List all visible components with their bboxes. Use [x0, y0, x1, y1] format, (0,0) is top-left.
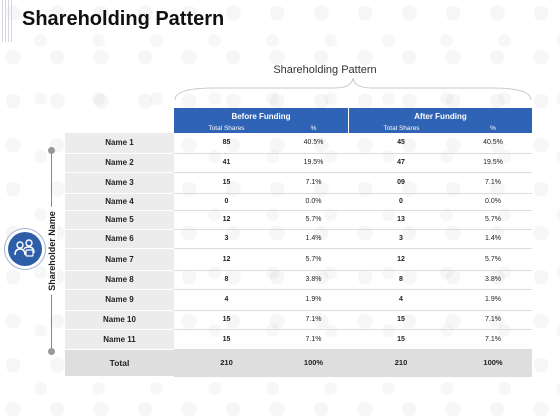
after-percent-cell: 1.9%: [454, 289, 532, 311]
name-cell: Name 6: [65, 229, 174, 249]
after-percent-cell: 7.1%: [454, 329, 532, 350]
before-percent-cell: 1.9%: [279, 289, 348, 311]
before-shares-cell: 4: [174, 289, 279, 311]
after-percent-cell: 1.4%: [454, 229, 532, 249]
after-percent-cell: 7.1%: [454, 172, 532, 194]
after-shares-cell: 4: [348, 289, 454, 311]
side-axis-bottom-dot: [48, 348, 55, 355]
before-shares-cell: 15: [174, 172, 279, 194]
before-shares-cell: 12: [174, 248, 279, 271]
subheader-before-percent: %: [279, 124, 348, 133]
shareholding-table: Name 1 85 40.5% 45 40.5% Name 2 41 19.5% 47 19.5%…: [65, 133, 532, 377]
after-shares-cell: 09: [348, 172, 454, 194]
table-row: Name 3 15 7.1% 09 7.1%: [65, 172, 532, 194]
after-shares-cell: 3: [348, 229, 454, 249]
name-cell: Name 7: [65, 248, 174, 271]
before-shares-cell: 15: [174, 329, 279, 350]
name-cell: Name 11: [65, 329, 174, 350]
brace-connector: [174, 77, 532, 101]
table-row: Name 9 4 1.9% 4 1.9%: [65, 289, 532, 311]
name-cell: Name 2: [65, 153, 174, 173]
after-percent-cell: 100%: [454, 349, 532, 377]
header-before-funding: Before Funding: [174, 108, 348, 124]
after-percent-cell: 0.0%: [454, 193, 532, 211]
after-percent-cell: 5.7%: [454, 248, 532, 271]
after-percent-cell: 7.1%: [454, 310, 532, 330]
name-cell: Name 8: [65, 270, 174, 290]
table-row: Name 5 12 5.7% 13 5.7%: [65, 210, 532, 230]
name-cell: Name 3: [65, 172, 174, 194]
before-shares-cell: 12: [174, 210, 279, 230]
header-divider: [348, 108, 349, 133]
table-row: Name 6 3 1.4% 3 1.4%: [65, 229, 532, 249]
people-icon: [8, 232, 42, 266]
total-row: Total 210 100% 210 100%: [65, 349, 532, 377]
before-percent-cell: 7.1%: [279, 329, 348, 350]
subheader-before-total-shares: Total Shares: [174, 124, 279, 133]
name-cell: Name 5: [65, 210, 174, 230]
table-row: Name 8 8 3.8% 8 3.8%: [65, 270, 532, 290]
table-caption: Shareholding Pattern: [273, 64, 377, 76]
before-shares-cell: 0: [174, 193, 279, 211]
before-shares-cell: 3: [174, 229, 279, 249]
after-shares-cell: 47: [348, 153, 454, 173]
before-shares-cell: 41: [174, 153, 279, 173]
name-cell: Name 4: [65, 193, 174, 211]
before-percent-cell: 0.0%: [279, 193, 348, 211]
table-row: Name 1 85 40.5% 45 40.5%: [65, 133, 532, 154]
after-percent-cell: 19.5%: [454, 153, 532, 173]
after-shares-cell: 15: [348, 329, 454, 350]
before-shares-cell: 210: [174, 349, 279, 377]
table-row: Name 7 12 5.7% 12 5.7%: [65, 248, 532, 271]
after-shares-cell: 13: [348, 210, 454, 230]
table-row: Name 4 0 0.0% 0 0.0%: [65, 193, 532, 211]
before-percent-cell: 19.5%: [279, 153, 348, 173]
subheader-after-total-shares: Total Shares: [349, 124, 454, 133]
after-shares-cell: 210: [348, 349, 454, 377]
table-row: Name 10 15 7.1% 15 7.1%: [65, 310, 532, 330]
name-cell: Name 10: [65, 310, 174, 330]
before-shares-cell: 8: [174, 270, 279, 290]
before-percent-cell: 1.4%: [279, 229, 348, 249]
after-shares-cell: 45: [348, 133, 454, 154]
before-percent-cell: 7.1%: [279, 172, 348, 194]
after-shares-cell: 0: [348, 193, 454, 211]
table-row: Name 11 15 7.1% 15 7.1%: [65, 329, 532, 350]
before-percent-cell: 5.7%: [279, 210, 348, 230]
before-percent-cell: 3.8%: [279, 270, 348, 290]
after-shares-cell: 12: [348, 248, 454, 271]
table-row: Name 2 41 19.5% 47 19.5%: [65, 153, 532, 173]
after-percent-cell: 5.7%: [454, 210, 532, 230]
name-cell: Name 1: [65, 133, 174, 154]
after-shares-cell: 8: [348, 270, 454, 290]
decorative-lines: [2, 0, 14, 42]
side-axis-top-dot: [48, 147, 55, 154]
before-percent-cell: 40.5%: [279, 133, 348, 154]
before-shares-cell: 15: [174, 310, 279, 330]
before-percent-cell: 5.7%: [279, 248, 348, 271]
before-shares-cell: 85: [174, 133, 279, 154]
after-percent-cell: 40.5%: [454, 133, 532, 154]
after-percent-cell: 3.8%: [454, 270, 532, 290]
after-shares-cell: 15: [348, 310, 454, 330]
before-percent-cell: 100%: [279, 349, 348, 377]
page-title: Shareholding Pattern: [22, 8, 225, 30]
header-after-funding: After Funding: [349, 108, 532, 124]
subheader-after-percent: %: [454, 124, 532, 133]
shareholder-name-label: Shareholder Name: [47, 207, 57, 295]
name-cell: Name 9: [65, 289, 174, 311]
before-percent-cell: 7.1%: [279, 310, 348, 330]
name-cell: Total: [65, 349, 174, 377]
